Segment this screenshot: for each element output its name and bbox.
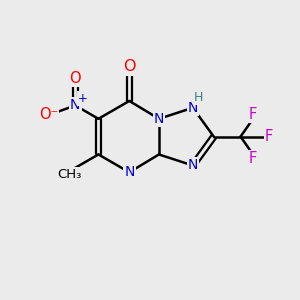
Text: H: H — [194, 91, 203, 104]
Text: F: F — [249, 107, 257, 122]
Text: N: N — [188, 101, 198, 115]
Text: +: + — [78, 92, 88, 105]
Text: N: N — [154, 112, 164, 126]
Text: N: N — [188, 158, 198, 172]
Text: F: F — [265, 129, 273, 144]
Text: O⁻: O⁻ — [39, 107, 58, 122]
Text: N: N — [70, 98, 80, 112]
Text: N: N — [124, 165, 134, 179]
Text: O: O — [69, 71, 81, 86]
Text: CH₃: CH₃ — [57, 168, 82, 181]
Text: O: O — [123, 59, 136, 74]
Text: F: F — [249, 151, 257, 166]
